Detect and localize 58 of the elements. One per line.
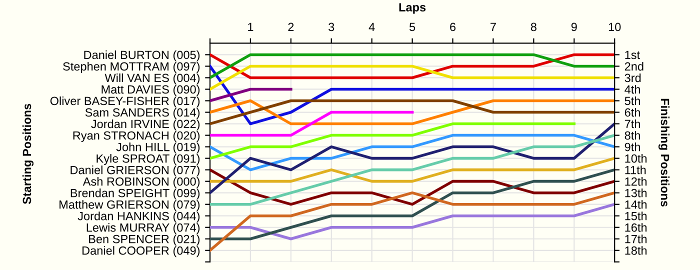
text: Starting Positions xyxy=(22,104,34,204)
x-tick-label: 10 xyxy=(608,22,621,32)
text: Matt DAVIES (090) xyxy=(102,84,200,96)
text: Lewis MURRAY (074) xyxy=(86,223,200,234)
x-tick-label: 6 xyxy=(450,22,456,32)
line-series xyxy=(210,64,615,126)
text: Will VAN ES (004) xyxy=(104,73,200,84)
x-tick-label: 2 xyxy=(288,22,294,32)
text: John HILL (019) xyxy=(116,142,200,154)
line-series xyxy=(210,122,615,194)
line-series xyxy=(210,168,615,240)
y2-tick-label: 16th xyxy=(625,223,647,232)
y2-tick-label: 11th xyxy=(625,166,646,174)
y2-tick-label: 15th xyxy=(625,212,647,220)
x-axis-title: Laps xyxy=(399,3,426,14)
text: Stephen MOTTRAM (097) xyxy=(63,62,200,73)
y2-axis-title: Finishing Positions xyxy=(658,98,670,207)
text: Jordan HANKINS (044) xyxy=(78,212,200,223)
y2-tick-label: 3rd xyxy=(624,73,641,82)
text: Kyle SPROAT (091) xyxy=(96,154,200,166)
line-series xyxy=(210,168,615,206)
line-series xyxy=(210,202,615,240)
x-tick-label: 4 xyxy=(368,22,375,32)
text: Matthew GRIERSON (079) xyxy=(60,200,200,212)
x-tick-label: 9 xyxy=(571,22,577,32)
text: Ash ROBINSON (000) xyxy=(82,177,200,188)
y2-tick-label: 2nd xyxy=(624,62,644,71)
y2-tick-label: 7th xyxy=(624,119,640,128)
y2-tick-label: 12th xyxy=(625,177,647,186)
y2-tick-label: 1st xyxy=(625,50,640,60)
x-tick-label: 8 xyxy=(530,22,536,32)
y2-tick-label: 18th xyxy=(625,246,647,255)
y2-tick-label: 9th xyxy=(624,142,640,152)
x-tick-label: 1 xyxy=(248,22,254,32)
text: Sam SANDERS (014) xyxy=(85,108,200,119)
text: Ryan STRONACH (020) xyxy=(73,131,200,142)
y2-tick-label: 13th xyxy=(625,188,647,198)
y2-tick-label: 5th xyxy=(624,96,640,106)
text: Brendan SPEIGHT (099) xyxy=(70,188,200,200)
line-series xyxy=(210,134,615,172)
y2-tick-label: 6th xyxy=(624,108,640,117)
line-series xyxy=(210,122,576,160)
x-tick-label: 5 xyxy=(409,22,416,32)
y2-tick-label: 4th xyxy=(624,84,640,94)
text: Daniel GRIERSON (077) xyxy=(70,166,200,177)
y2-tick-label: 10th xyxy=(625,154,647,163)
text: Daniel COOPER (049) xyxy=(82,246,200,258)
y2-tick-label: 14th xyxy=(625,200,647,209)
text: Oliver BASEY-FISHER (017) xyxy=(50,96,200,108)
x-tick-label: 7 xyxy=(490,22,496,32)
line-series xyxy=(210,134,615,206)
text: Daniel BURTON (005) xyxy=(84,50,200,62)
y2-tick-label: 17th xyxy=(625,234,647,244)
y2-tick-label: 8th xyxy=(624,131,640,140)
text: Ben SPENCER (021) xyxy=(89,234,200,246)
line-series xyxy=(210,191,615,252)
x-tick-label: 3 xyxy=(328,22,334,32)
text: Jordan IRVINE (022) xyxy=(91,119,200,130)
